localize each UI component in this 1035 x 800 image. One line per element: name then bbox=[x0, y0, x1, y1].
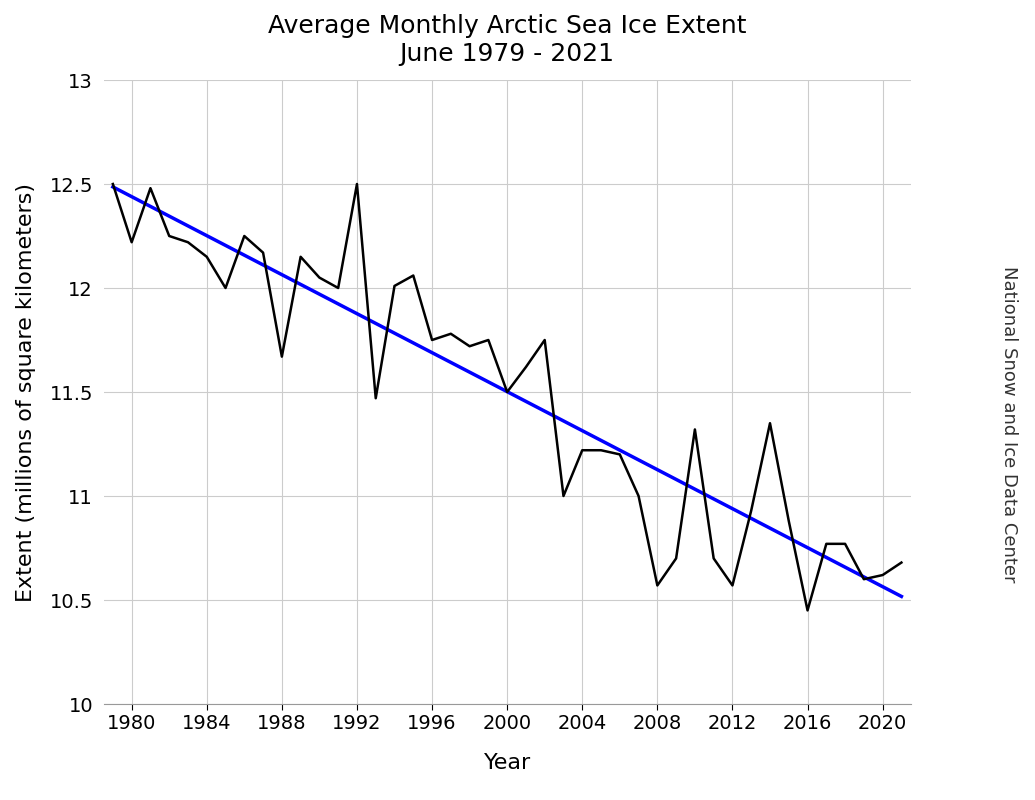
Text: National Snow and Ice Data Center: National Snow and Ice Data Center bbox=[1000, 266, 1018, 582]
X-axis label: Year: Year bbox=[483, 753, 531, 773]
Y-axis label: Extent (millions of square kilometers): Extent (millions of square kilometers) bbox=[16, 182, 35, 602]
Title: Average Monthly Arctic Sea Ice Extent
June 1979 - 2021: Average Monthly Arctic Sea Ice Extent Ju… bbox=[268, 14, 746, 66]
